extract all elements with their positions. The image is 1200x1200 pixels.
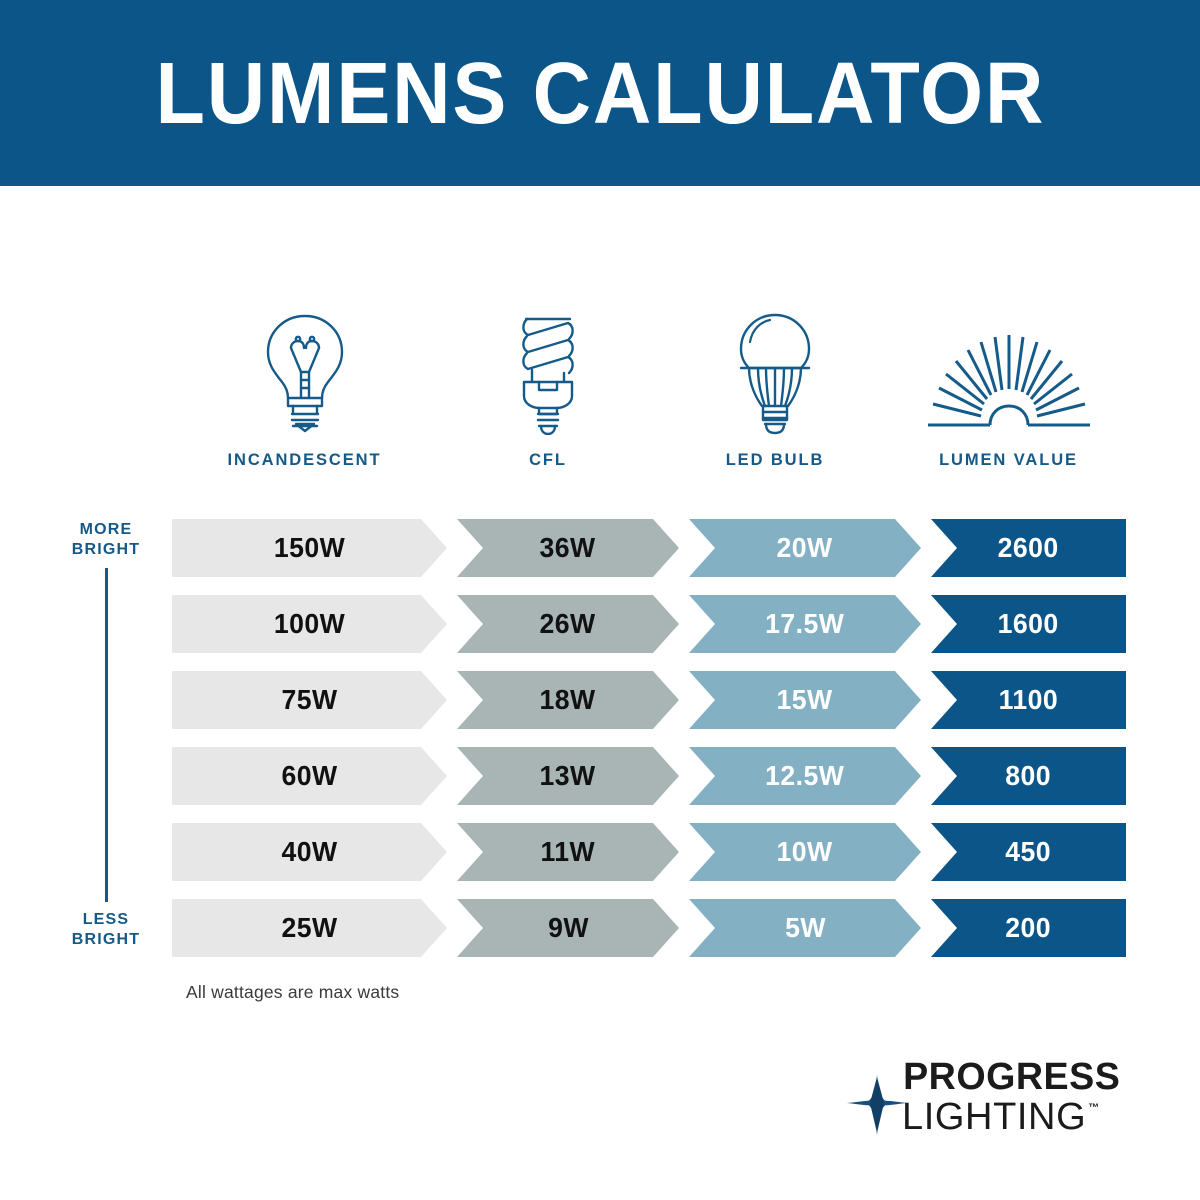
cell-incandescent: 100W: [172, 595, 447, 653]
cell-incandescent: 60W: [172, 747, 447, 805]
cell-lumen-value: 2600: [931, 519, 1126, 577]
cell-cfl: 13W: [457, 747, 679, 805]
cell-value: 200: [1005, 912, 1052, 943]
cell-value: 36W: [539, 532, 597, 563]
column-headers: INCANDESCENT CFL: [172, 300, 1126, 470]
cell-value: 1100: [998, 684, 1059, 715]
cell-value: 60W: [281, 760, 338, 791]
footnote-text: All wattages are max watts: [186, 982, 400, 1002]
scale-vertical-line: [104, 568, 108, 902]
cell-value: 2600: [997, 532, 1060, 563]
progress-lighting-logo: PROGRESS LIGHTING ™: [846, 1056, 1136, 1148]
cell-value: 9W: [547, 912, 589, 943]
column-header-incandescent: INCANDESCENT: [172, 300, 437, 470]
cell-value: 13W: [539, 760, 597, 791]
brightness-scale: MORE BRIGHT LESS BRIGHT: [46, 520, 166, 950]
cell-value: 18W: [539, 684, 597, 715]
column-header-lumen-value: LUMEN VALUE: [891, 300, 1126, 470]
cell-lumen-value: 800: [931, 747, 1126, 805]
column-header-label: INCANDESCENT: [227, 451, 382, 469]
cell-led: 10W: [689, 823, 921, 881]
cell-value: 800: [1005, 760, 1052, 791]
column-header-cfl: CFL: [437, 300, 659, 470]
cell-lumen-value: 200: [931, 899, 1126, 957]
cell-value: 150W: [273, 532, 346, 563]
scale-top-label-line1: MORE: [79, 521, 133, 538]
scale-top-label: MORE BRIGHT: [72, 520, 141, 560]
table-row: 100W 26W 17.5W 1600: [172, 595, 1126, 653]
cell-value: 12.5W: [765, 760, 845, 791]
table-row: 75W 18W 15W 1100: [172, 671, 1126, 729]
cell-incandescent: 75W: [172, 671, 447, 729]
cell-value: 10W: [776, 836, 834, 867]
cell-led: 15W: [689, 671, 921, 729]
cell-lumen-value: 1100: [931, 671, 1126, 729]
cell-lumen-value: 1600: [931, 595, 1126, 653]
cell-cfl: 11W: [457, 823, 679, 881]
cell-value: 26W: [539, 608, 597, 639]
scale-top-label-line2: BRIGHT: [71, 541, 141, 558]
column-header-label: CFL: [529, 451, 567, 469]
cfl-bulb-icon: [508, 310, 588, 435]
logo-wordmark: PROGRESS LIGHTING ™: [902, 1056, 1121, 1138]
cell-incandescent: 150W: [172, 519, 447, 577]
cell-value: 17.5W: [765, 608, 845, 639]
cell-cfl: 26W: [457, 595, 679, 653]
table-row: 150W 36W 20W 2600: [172, 519, 1126, 577]
cell-led: 5W: [689, 899, 921, 957]
page-header-banner: LUMENS CALULATOR: [0, 0, 1200, 186]
scale-bottom-label-line1: LESS: [82, 911, 130, 928]
cell-lumen-value: 450: [931, 823, 1126, 881]
incandescent-bulb-icon: [257, 310, 353, 435]
logo-word-progress: PROGRESS: [903, 1056, 1121, 1098]
cell-led: 12.5W: [689, 747, 921, 805]
cell-incandescent: 40W: [172, 823, 447, 881]
trademark-symbol: ™: [1088, 1101, 1100, 1114]
cell-cfl: 18W: [457, 671, 679, 729]
cell-cfl: 9W: [457, 899, 679, 957]
cell-value: 25W: [281, 912, 338, 943]
cell-led: 17.5W: [689, 595, 921, 653]
led-bulb-icon: [732, 310, 818, 435]
cell-value: 450: [1005, 836, 1052, 867]
cell-value: 5W: [784, 912, 826, 943]
column-header-label: LED BULB: [725, 451, 825, 469]
cell-value: 15W: [776, 684, 834, 715]
cell-value: 11W: [540, 836, 596, 867]
cell-value: 100W: [273, 608, 346, 639]
cell-led: 20W: [689, 519, 921, 577]
table-row: 25W 9W 5W 200: [172, 899, 1126, 957]
cell-cfl: 36W: [457, 519, 679, 577]
cell-value: 1600: [997, 608, 1060, 639]
cell-value: 75W: [281, 684, 338, 715]
page-title: LUMENS CALULATOR: [155, 44, 1045, 142]
four-point-star-icon: [846, 1074, 908, 1136]
table-row: 40W 11W 10W 450: [172, 823, 1126, 881]
logo-word-bottom-row: LIGHTING ™: [902, 1095, 1121, 1138]
column-header-label: LUMEN VALUE: [939, 451, 1078, 469]
column-header-led: LED BULB: [659, 300, 891, 470]
scale-bottom-label-line2: BRIGHT: [71, 931, 141, 948]
scale-bottom-label: LESS BRIGHT: [72, 910, 141, 950]
cell-value: 40W: [281, 836, 338, 867]
cell-value: 20W: [776, 532, 834, 563]
table-row: 60W 13W 12.5W 800: [172, 747, 1126, 805]
cell-incandescent: 25W: [172, 899, 447, 957]
lumens-comparison-table: 150W 36W 20W 2600 100W 26W 17.5W 1600 75…: [172, 519, 1126, 957]
sunburst-rays-icon: [920, 310, 1098, 435]
logo-word-lighting: LIGHTING: [902, 1095, 1087, 1138]
